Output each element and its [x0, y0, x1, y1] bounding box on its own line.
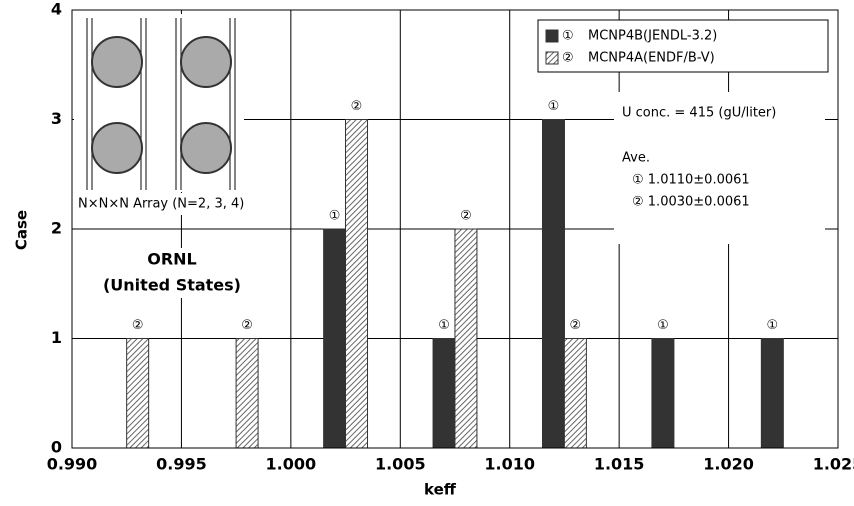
x-tick-label: 0.995	[156, 455, 207, 474]
x-tick-label: 0.990	[47, 455, 98, 474]
bar	[126, 338, 150, 449]
conc-label: U conc. = 415 (gU/liter)	[622, 106, 776, 121]
x-tick-label: 1.025	[813, 455, 854, 474]
array-illustration	[74, 14, 244, 192]
country-label: (United States)	[103, 276, 241, 295]
y-tick-label: 4	[51, 0, 62, 19]
bar	[563, 338, 587, 449]
plot-frame	[71, 9, 839, 449]
legend-label: MCNP4A(ENDF/B-V)	[588, 51, 715, 66]
x-axis-label: keff	[424, 481, 457, 499]
y-axis-label: Case	[13, 210, 31, 250]
bar	[345, 119, 369, 449]
legend	[537, 19, 829, 73]
legend-swatch	[545, 29, 559, 43]
y-tick-label: 0	[51, 438, 62, 457]
legend-label: MCNP4B(JENDL-3.2)	[588, 29, 717, 44]
x-tick-label: 1.005	[375, 455, 426, 474]
info-box	[614, 92, 825, 244]
x-tick-label: 1.010	[484, 455, 535, 474]
bar-symbol: ①	[438, 318, 450, 333]
y-tick-label: 1	[51, 328, 62, 347]
y-tick-label: 2	[51, 219, 62, 238]
legend-symbol: ①	[562, 29, 574, 44]
bar-symbol: ①	[767, 318, 779, 333]
x-tick-label: 1.015	[594, 455, 645, 474]
bar-symbol: ②	[241, 318, 253, 333]
bar	[454, 228, 478, 449]
array-box	[73, 193, 289, 215]
bar-symbol: ②	[351, 99, 363, 114]
bar	[323, 228, 347, 449]
bar	[235, 338, 259, 449]
bar-symbol: ①	[329, 209, 341, 224]
bar	[651, 338, 675, 449]
ave-label: Ave.	[622, 151, 650, 166]
x-tick-label: 1.000	[266, 455, 317, 474]
bar-symbol: ②	[570, 318, 582, 333]
bar	[432, 338, 456, 449]
ave2-label: ② 1.0030±0.0061	[632, 195, 750, 210]
bar	[541, 119, 565, 449]
array-label: N×N×N Array (N=2, 3, 4)	[78, 197, 244, 212]
y-tick-label: 3	[51, 109, 62, 128]
lab-box	[95, 248, 250, 298]
legend-swatch	[545, 51, 559, 65]
ave1-label: ① 1.0110±0.0061	[632, 173, 750, 188]
bar-symbol: ①	[657, 318, 669, 333]
bar-symbol: ①	[548, 99, 560, 114]
bar-symbol: ②	[132, 318, 144, 333]
bar	[760, 338, 784, 449]
x-tick-label: 1.020	[703, 455, 754, 474]
bar-symbol: ②	[460, 209, 472, 224]
lab-label: ORNL	[147, 250, 197, 269]
legend-symbol: ②	[562, 51, 574, 66]
